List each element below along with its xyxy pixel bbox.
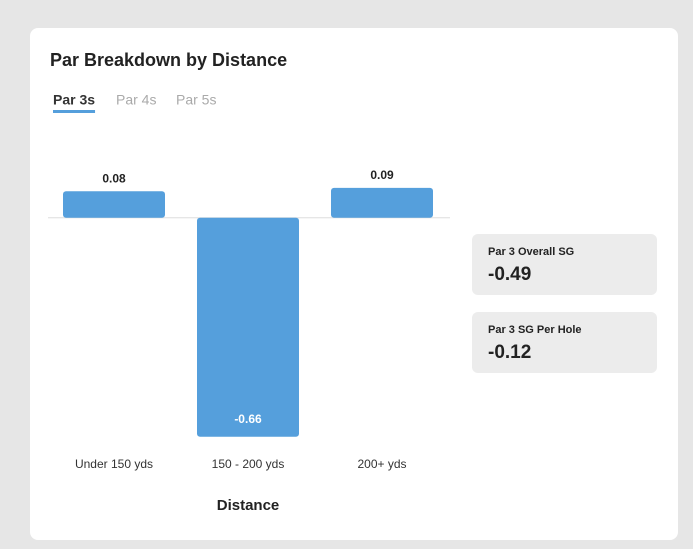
stat-value: -0.12 — [488, 342, 531, 363]
bar — [331, 187, 433, 218]
bar — [63, 191, 165, 218]
data-label: -0.66 — [234, 412, 262, 426]
x-axis-label: Distance — [217, 497, 280, 514]
stat-label: Par 3 SG Per Hole — [488, 324, 582, 336]
x-tick-label: 150 - 200 yds — [212, 457, 285, 471]
bar — [197, 217, 299, 437]
tab[interactable]: Par 4s — [116, 92, 156, 108]
tab[interactable]: Par 3s — [53, 92, 95, 108]
stat-value: -0.49 — [488, 264, 531, 285]
x-tick-label: 200+ yds — [357, 457, 406, 471]
data-label: 0.08 — [102, 171, 126, 185]
stat-box — [472, 234, 657, 295]
stat-box — [472, 312, 657, 373]
stat-label: Par 3 Overall SG — [488, 246, 574, 258]
x-tick-label: Under 150 yds — [75, 457, 153, 471]
tab[interactable]: Par 5s — [176, 92, 216, 108]
card — [30, 28, 678, 540]
card-title: Par Breakdown by Distance — [50, 50, 287, 70]
data-label: 0.09 — [370, 168, 394, 182]
tab-underline — [53, 110, 96, 113]
